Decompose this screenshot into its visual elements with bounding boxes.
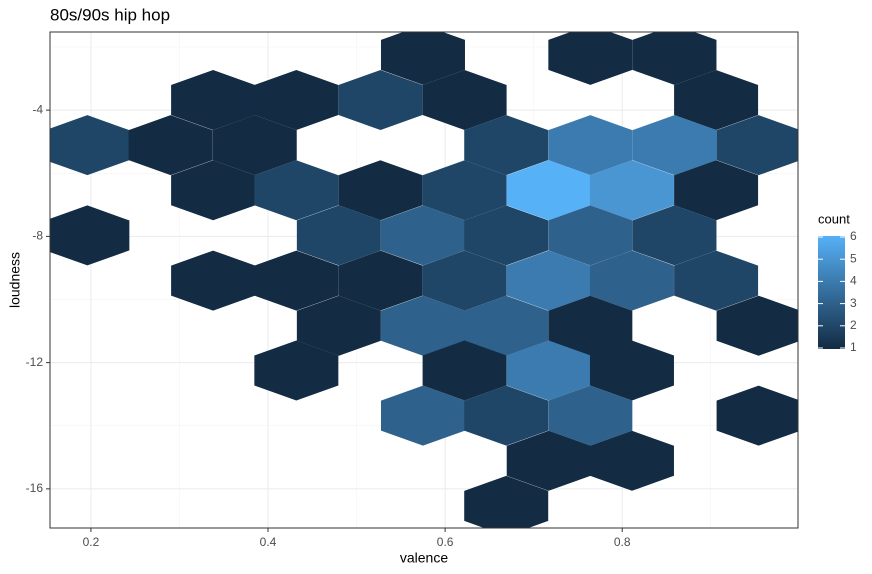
legend-tick-label: 5 [850, 251, 857, 265]
hex-bin [171, 160, 256, 221]
hex-bin [380, 32, 465, 85]
legend-tick-label: 6 [850, 229, 857, 243]
x-tick-label: 0.6 [437, 535, 454, 549]
hex-bin [674, 160, 759, 221]
hex-bin [506, 160, 591, 221]
x-tick-label: 0.8 [614, 535, 631, 549]
legend-tick-label: 4 [850, 274, 857, 288]
hex-bin [254, 250, 339, 311]
hex-bin [464, 295, 549, 356]
hex-bin [464, 475, 549, 528]
hex-bin [50, 205, 130, 266]
y-tick-label: -8 [32, 229, 43, 243]
hex-bin [50, 115, 130, 176]
hex-bin [380, 295, 465, 356]
x-axis-title: valence [400, 550, 448, 566]
hex-bin [632, 115, 717, 176]
hex-bin [548, 295, 633, 356]
hex-bin [589, 430, 674, 491]
hex-bin [422, 70, 507, 131]
y-tick-label: -16 [26, 481, 44, 495]
hex-bin [674, 70, 759, 131]
hex-bin [338, 70, 423, 131]
hex-bin [171, 250, 256, 311]
hex-bin [632, 205, 717, 266]
hex-bin [380, 385, 465, 446]
hex-bin [548, 205, 633, 266]
hex-bin [464, 385, 549, 446]
hex-bin [548, 385, 633, 446]
hex-bin [548, 32, 633, 85]
legend-tick-label: 1 [850, 340, 857, 354]
hex-bin [716, 115, 798, 176]
x-tick-label: 0.2 [83, 535, 100, 549]
hex-bin [632, 32, 717, 85]
hex-bin [422, 250, 507, 311]
hex-bin [254, 160, 339, 221]
legend-tick-label: 2 [850, 318, 857, 332]
hex-bin [128, 115, 213, 176]
legend-colorbar [818, 236, 845, 349]
hex-bin [589, 160, 674, 221]
hex-bin [422, 340, 507, 401]
hex-bin [464, 205, 549, 266]
hex-bin [716, 295, 798, 356]
hex-bin [296, 295, 381, 356]
hex-bin [506, 340, 591, 401]
chart-title: 80s/90s hip hop [50, 5, 170, 24]
legend-title: count [818, 211, 850, 226]
hex-bin [422, 160, 507, 221]
hex-bin [380, 205, 465, 266]
hex-bin [171, 70, 256, 131]
x-tick-label: 0.4 [260, 535, 277, 549]
hex-bin [296, 205, 381, 266]
panel-border [49, 31, 799, 529]
hex-bin [589, 250, 674, 311]
hex-bin [506, 250, 591, 311]
hex-bin [212, 115, 297, 176]
hex-bin [254, 70, 339, 131]
hex-bin [254, 340, 339, 401]
hex-bin [338, 160, 423, 221]
hex-bin [589, 340, 674, 401]
hex-bin [716, 385, 798, 446]
y-tick-label: -12 [26, 355, 44, 369]
hex-bin [506, 430, 591, 491]
hex-bin [464, 115, 549, 176]
hex-bin [674, 250, 759, 311]
hex-bin [338, 250, 423, 311]
y-axis-title: loudness [7, 252, 23, 308]
legend-tick-label: 3 [850, 296, 857, 310]
y-tick-label: -4 [32, 102, 43, 116]
hex-bin [548, 115, 633, 176]
